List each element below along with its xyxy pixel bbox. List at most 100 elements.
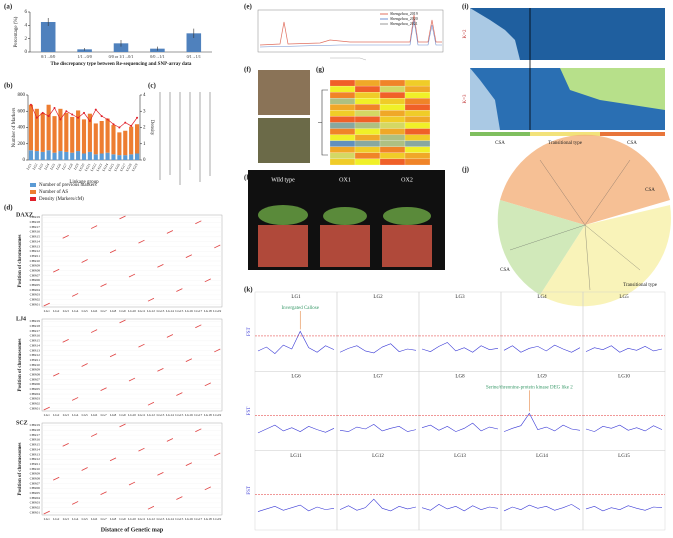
x-tick-label: LG8 xyxy=(110,517,117,521)
x-axis-label: Linkage group xyxy=(69,180,99,185)
heatmap-cell xyxy=(329,140,356,147)
heatmap-cell xyxy=(379,85,406,93)
y-tick-label: CHR11 xyxy=(30,358,41,362)
collinear-segment xyxy=(53,268,60,273)
collinear-segment xyxy=(90,225,98,229)
chromatogram xyxy=(257,9,444,61)
y-tick-label: CHR11 xyxy=(30,254,41,258)
x-tick-label: LG14 xyxy=(102,163,110,172)
x-tick-label: LG14 xyxy=(166,309,174,313)
bar xyxy=(99,121,104,154)
point xyxy=(53,107,56,109)
bar xyxy=(28,104,34,151)
collinear-segment xyxy=(195,428,202,433)
x-tick-label: LG6 xyxy=(91,413,98,417)
subplot-title: LG7 xyxy=(373,374,383,379)
subplot-title: LG6 xyxy=(291,374,301,379)
bar xyxy=(129,154,134,160)
point xyxy=(29,103,32,106)
subplot-title: LG5 xyxy=(619,295,629,300)
subplot-title: LG11 xyxy=(290,454,302,459)
x-tick-label: LG14 xyxy=(166,517,174,521)
collinear-segment xyxy=(157,264,164,268)
y-tick-label: CHR06 xyxy=(30,382,41,386)
bar xyxy=(87,151,92,160)
subplot-title: LG15 xyxy=(618,454,630,459)
x-tick-label: LG16 xyxy=(185,413,193,417)
x-tick-label: 0/0 or 1/1→0/1 xyxy=(109,54,134,59)
fst-line xyxy=(503,412,581,432)
point xyxy=(77,116,80,119)
collinear-segment xyxy=(109,249,117,254)
x-tick-label: LG2 xyxy=(53,517,60,521)
subplot-title: LG10 xyxy=(618,374,630,379)
x-tick-label: LG11 xyxy=(138,517,146,521)
y-tick-label: CHR01 xyxy=(30,406,41,410)
bar xyxy=(105,152,110,160)
collinear-segment xyxy=(62,442,69,447)
legend-label: Shengzhou_2021 xyxy=(390,21,418,26)
y-tick-label: CHR12 xyxy=(30,457,41,461)
subplot-title: LG9 xyxy=(537,374,547,379)
collinear-segment xyxy=(128,377,136,382)
y-tick-label: CHR04 xyxy=(30,496,41,500)
x-tick-label: LG12 xyxy=(147,309,155,313)
heatmap-cell xyxy=(404,134,431,141)
y-tick-label: CHR15 xyxy=(30,235,41,239)
heatmap-cell xyxy=(354,122,381,129)
point xyxy=(47,115,50,118)
y-tick-label: CHR01 xyxy=(30,302,41,306)
collinear-segment xyxy=(119,319,126,324)
collinear-segment xyxy=(62,338,69,343)
annotation: Serine/threonine-protein kinase DEG like… xyxy=(486,385,573,390)
heatmap-cell xyxy=(354,92,381,99)
bar xyxy=(46,150,51,160)
bar xyxy=(111,154,116,160)
y-tick-label: CHR11 xyxy=(30,462,41,466)
y2-tick-label: 3 xyxy=(143,109,146,114)
heatmap-cell xyxy=(329,85,356,93)
heatmap-cell xyxy=(329,110,356,117)
point xyxy=(35,116,38,119)
heatmap-cell xyxy=(404,146,431,153)
clade-label: CSA xyxy=(645,188,655,193)
y-tick-label: CHR03 xyxy=(30,501,41,505)
panel-label: (g) xyxy=(316,66,325,74)
heatmap-cell xyxy=(379,122,406,129)
bar xyxy=(64,112,69,152)
x-tick-label: LG11 xyxy=(84,163,92,172)
bar xyxy=(28,150,34,160)
collinear-segment xyxy=(81,467,88,471)
fst-line xyxy=(585,345,663,353)
subplot-title: LG8 xyxy=(455,374,465,379)
collinear-segment xyxy=(204,278,211,283)
heatmap-cell xyxy=(379,152,406,160)
bar xyxy=(87,113,92,152)
heatmap-cell xyxy=(329,158,356,166)
subplot-frame xyxy=(336,291,420,372)
collinear-segment xyxy=(62,234,69,239)
subplot-frame xyxy=(582,371,666,451)
x-tick-label: LG4 xyxy=(72,517,79,521)
collinear-segment xyxy=(128,481,136,486)
heatmap-cell xyxy=(404,122,431,129)
x-tick-label: LG5 xyxy=(82,309,89,313)
y-tick-label: CHR07 xyxy=(30,273,41,277)
legend-swatch xyxy=(30,190,36,194)
y-tick-label: CHR14 xyxy=(30,343,41,347)
x-tick-label: LG15 xyxy=(175,413,183,417)
y-tick-label: 600 xyxy=(18,109,26,114)
collinear-segment xyxy=(185,254,193,258)
plot-name: LJ4 xyxy=(16,316,26,322)
bar xyxy=(134,153,140,160)
y-tick-label: CHR07 xyxy=(30,377,41,381)
y-tick-label: CHR02 xyxy=(30,506,41,510)
heatmap-cell xyxy=(404,79,431,87)
x-tick-label: LG16 xyxy=(113,163,121,172)
heatmap-cell xyxy=(404,140,431,147)
x-tick-label: LG1 xyxy=(44,309,51,313)
y-tick-label: CHR08 xyxy=(30,372,41,376)
x-tick-label: LG19 xyxy=(213,517,221,521)
y-tick-label: CHR19 xyxy=(30,215,41,219)
heatmap-cell xyxy=(379,146,406,153)
